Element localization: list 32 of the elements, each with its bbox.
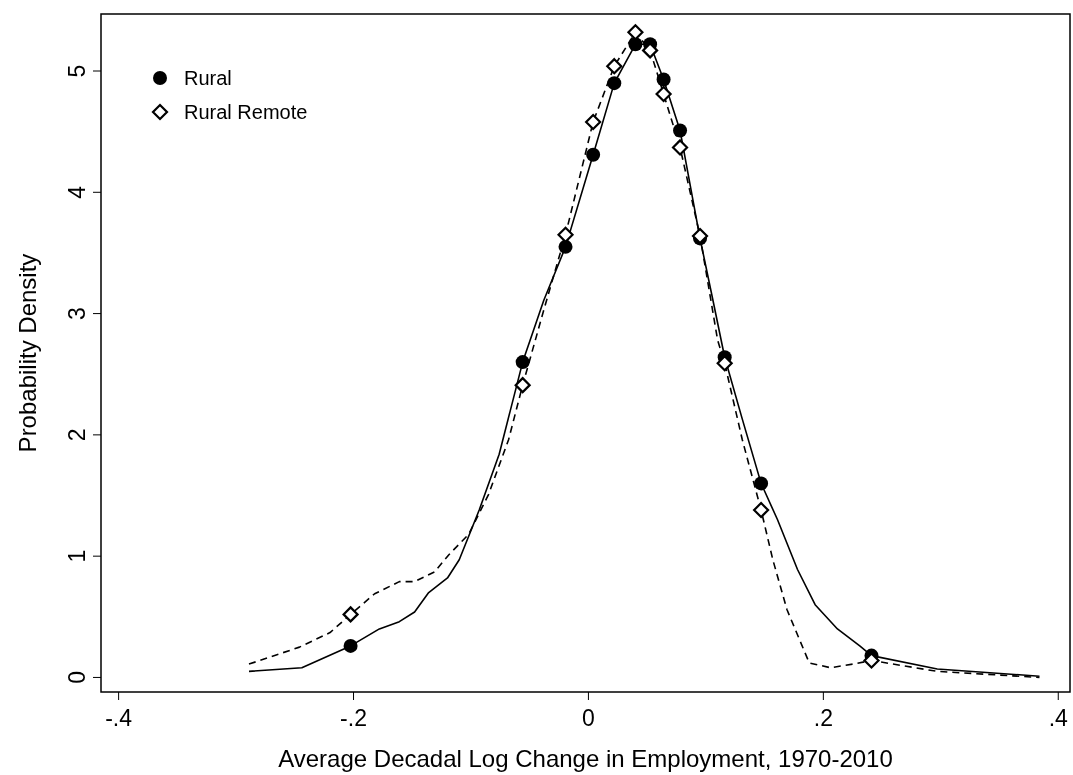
point bbox=[514, 377, 531, 394]
x-tick-label: .4 bbox=[1048, 705, 1069, 731]
x-tick-label: -.2 bbox=[340, 705, 367, 731]
legend-label: Rural bbox=[184, 67, 232, 89]
legend-label: Rural Remote bbox=[184, 101, 308, 123]
point bbox=[515, 355, 530, 370]
y-tick-label: 3 bbox=[64, 307, 90, 320]
y-tick-label: 4 bbox=[64, 185, 90, 199]
x-axis-title: Average Decadal Log Change in Employment, 1970-2010 bbox=[278, 745, 893, 772]
point bbox=[752, 501, 770, 519]
point bbox=[585, 113, 602, 131]
point bbox=[606, 58, 623, 75]
y-axis-title: Probability Density bbox=[14, 253, 41, 453]
y-tick-label: 0 bbox=[64, 671, 90, 684]
point bbox=[607, 76, 622, 91]
point bbox=[558, 239, 573, 254]
y-tick-label: 5 bbox=[64, 64, 90, 78]
x-tick-label: .2 bbox=[813, 705, 833, 731]
point bbox=[557, 226, 574, 243]
point bbox=[655, 85, 672, 103]
point bbox=[656, 72, 671, 87]
y-tick-label: 2 bbox=[64, 428, 90, 442]
point bbox=[342, 606, 359, 623]
point bbox=[586, 147, 601, 162]
point bbox=[754, 476, 769, 491]
x-tick-label: 0 bbox=[582, 705, 595, 731]
point bbox=[628, 37, 643, 52]
x-tick-label: -.4 bbox=[105, 705, 133, 731]
point bbox=[671, 139, 689, 156]
point bbox=[673, 123, 688, 138]
y-tick-label: 1 bbox=[64, 549, 90, 563]
point bbox=[343, 638, 358, 653]
